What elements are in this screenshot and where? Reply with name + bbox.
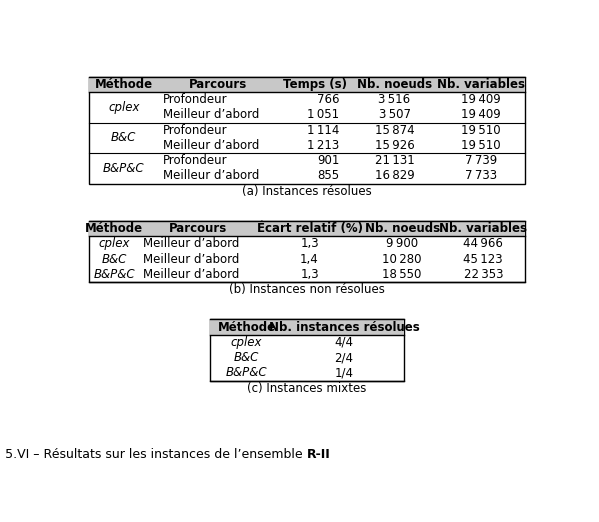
Text: 1/4: 1/4 (334, 366, 353, 379)
Text: 1,4: 1,4 (300, 253, 319, 266)
Text: Parcours: Parcours (189, 78, 247, 91)
Text: (c) Instances mixtes: (c) Instances mixtes (247, 382, 367, 395)
Text: 19 510: 19 510 (461, 124, 501, 137)
Text: 15 926: 15 926 (374, 139, 415, 152)
Text: 901: 901 (317, 154, 339, 167)
Text: (a) Instances résolues: (a) Instances résolues (242, 185, 372, 198)
Text: 855: 855 (317, 170, 339, 183)
Text: Profondeur: Profondeur (162, 93, 227, 106)
Text: 3 516: 3 516 (379, 93, 410, 106)
Text: 44 966: 44 966 (464, 238, 503, 251)
Text: Méthode: Méthode (217, 321, 276, 334)
Text: 19 409: 19 409 (461, 109, 501, 122)
Text: Nb. noeuds: Nb. noeuds (365, 222, 440, 235)
Text: 1,3: 1,3 (300, 238, 319, 251)
Text: Meilleur d’abord: Meilleur d’abord (143, 253, 240, 266)
Text: B&C: B&C (101, 253, 127, 266)
Text: 1 114: 1 114 (307, 124, 339, 137)
Text: 766: 766 (317, 93, 339, 106)
Text: Profondeur: Profondeur (162, 124, 227, 137)
Text: Parcours: Parcours (169, 222, 227, 235)
Text: cplex: cplex (98, 238, 130, 251)
Text: cplex: cplex (231, 336, 262, 349)
Text: Nb. noeuds: Nb. noeuds (357, 78, 432, 91)
Text: B&P&C: B&P&C (103, 162, 144, 175)
Text: Meilleur d’abord: Meilleur d’abord (143, 238, 240, 251)
Text: Profondeur: Profondeur (162, 154, 227, 167)
Text: 10 280: 10 280 (382, 253, 422, 266)
Text: 45 123: 45 123 (464, 253, 503, 266)
Text: 19 409: 19 409 (461, 93, 501, 106)
Text: B&C: B&C (111, 132, 137, 144)
Text: 1 051: 1 051 (307, 109, 339, 122)
Text: 7 739: 7 739 (465, 154, 497, 167)
Text: 18 550: 18 550 (382, 268, 422, 281)
Text: 19 510: 19 510 (461, 139, 501, 152)
Text: 22 353: 22 353 (464, 268, 503, 281)
Bar (89, 221, 525, 236)
Text: 16 829: 16 829 (374, 170, 415, 183)
Text: Meilleur d’abord: Meilleur d’abord (162, 139, 259, 152)
Text: Méthode: Méthode (95, 78, 153, 91)
Text: Nb. variables: Nb. variables (439, 222, 527, 235)
Text: B&P&C: B&P&C (93, 268, 135, 281)
Text: Nb. instances résolues: Nb. instances résolues (269, 321, 419, 334)
Text: B&C: B&C (234, 351, 259, 364)
Bar (89, 77, 525, 92)
Text: Temps (s): Temps (s) (283, 78, 347, 91)
Text: 2/4: 2/4 (334, 351, 353, 364)
Text: Meilleur d’abord: Meilleur d’abord (143, 268, 240, 281)
Text: Écart relatif (%): Écart relatif (%) (256, 222, 362, 235)
Text: (b) Instances non résolues: (b) Instances non résolues (229, 283, 385, 296)
Text: Nb. variables: Nb. variables (437, 78, 525, 91)
Text: B&P&C: B&P&C (226, 366, 267, 379)
Text: 15 874: 15 874 (375, 124, 415, 137)
Text: cplex: cplex (108, 101, 140, 114)
Text: Tableau 5.VI – Résultats sur les instances de l’ensemble: Tableau 5.VI – Résultats sur les instanc… (0, 448, 307, 461)
Text: 1,3: 1,3 (300, 268, 319, 281)
Text: Méthode: Méthode (85, 222, 143, 235)
Text: 1 213: 1 213 (307, 139, 339, 152)
Text: 3 507: 3 507 (379, 109, 410, 122)
Text: R-II: R-II (307, 448, 331, 461)
Text: Meilleur d’abord: Meilleur d’abord (162, 170, 259, 183)
Text: 9 900: 9 900 (386, 238, 418, 251)
Text: 21 131: 21 131 (374, 154, 415, 167)
Bar (210, 319, 404, 335)
Text: Meilleur d’abord: Meilleur d’abord (162, 109, 259, 122)
Text: 4/4: 4/4 (334, 336, 353, 349)
Text: 7 733: 7 733 (465, 170, 497, 183)
